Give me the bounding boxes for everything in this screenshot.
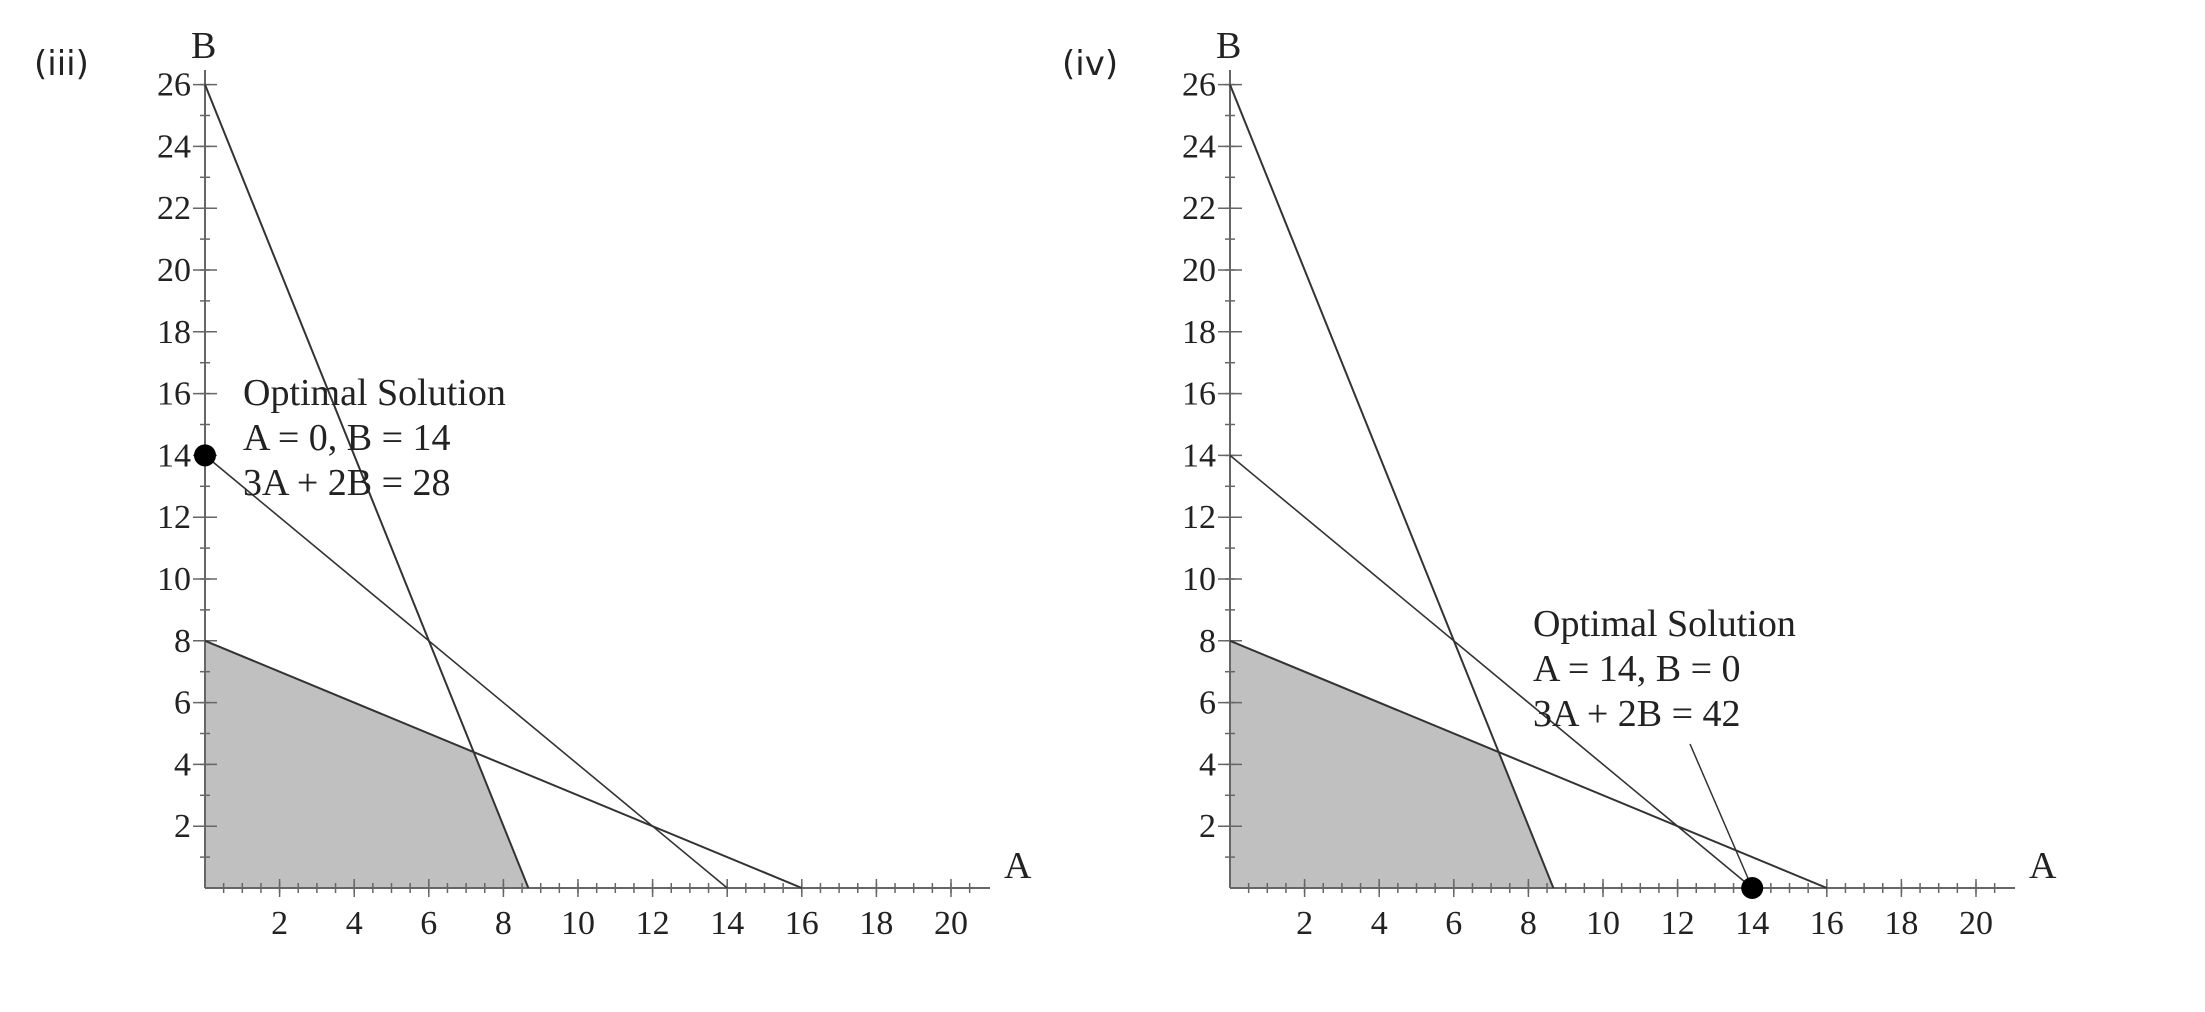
y-tick-label: 18 bbox=[1182, 314, 1216, 351]
y-axis-label: B bbox=[191, 25, 216, 67]
x-tick-label: 8 bbox=[1520, 905, 1537, 942]
y-tick-label: 16 bbox=[157, 376, 191, 413]
feasible-region bbox=[1230, 640, 1554, 888]
constraint-line bbox=[204, 639, 803, 889]
x-tick-label: 18 bbox=[1884, 905, 1918, 942]
y-tick-label: 2 bbox=[174, 808, 191, 845]
annotation-line: 3A + 2B = 28 bbox=[243, 462, 451, 504]
y-tick-label: 16 bbox=[1182, 376, 1216, 413]
annotation-line: A = 0, B = 14 bbox=[243, 417, 451, 459]
x-axis-label: A bbox=[1004, 845, 1032, 887]
y-tick-label: 18 bbox=[157, 314, 191, 351]
x-tick-label: 4 bbox=[346, 905, 363, 942]
y-tick-label: 22 bbox=[1182, 190, 1216, 227]
y-tick-label: 10 bbox=[157, 561, 191, 598]
y-tick-label: 6 bbox=[1199, 685, 1216, 722]
y-tick-label: 20 bbox=[157, 252, 191, 289]
x-axis-label: A bbox=[2029, 845, 2057, 887]
annotation-line: A = 14, B = 0 bbox=[1533, 648, 1741, 690]
x-tick-label: 16 bbox=[785, 905, 819, 942]
y-tick-label: 4 bbox=[1199, 746, 1216, 783]
x-tick-label: 12 bbox=[1661, 905, 1695, 942]
y-tick-label: 24 bbox=[157, 128, 191, 165]
y-tick-label: 26 bbox=[1182, 67, 1216, 104]
annotation-leader bbox=[1689, 743, 1753, 889]
y-tick-label: 8 bbox=[1199, 623, 1216, 660]
x-tick-label: 20 bbox=[1959, 905, 1993, 942]
objective-line bbox=[1229, 454, 1753, 889]
x-tick-label: 14 bbox=[710, 905, 744, 942]
chart-panel-iv: (iv) 2 4 6 8 10 12 14 16 18 20 2 4 6 8 10 12 14 16 18 20 22 2… bbox=[1025, 0, 2125, 1012]
y-tick-label: 10 bbox=[1182, 561, 1216, 598]
x-tick-label: 6 bbox=[1445, 905, 1462, 942]
y-tick-label: 4 bbox=[174, 746, 191, 783]
constraint-line bbox=[204, 84, 530, 889]
x-tick-label: 16 bbox=[1810, 905, 1844, 942]
y-tick-label: 12 bbox=[1182, 499, 1216, 536]
y-tick-label: 20 bbox=[1182, 252, 1216, 289]
y-tick-label: 24 bbox=[1182, 128, 1216, 165]
chart-svg: 2 4 6 8 10 12 14 16 18 202468101214161820222426AB… bbox=[157, 25, 1032, 942]
y-tick-label: 26 bbox=[157, 67, 191, 104]
constraint-line bbox=[1229, 84, 1555, 889]
x-tick-label: 2 bbox=[1296, 905, 1313, 942]
optimal-point bbox=[1741, 877, 1764, 899]
y-tick-label: 6 bbox=[174, 685, 191, 722]
panel-label: (iii) bbox=[34, 44, 89, 84]
y-tick-label: 8 bbox=[174, 623, 191, 660]
x-tick-label: 10 bbox=[561, 905, 595, 942]
y-tick-label: 14 bbox=[157, 437, 191, 474]
x-tick-label: 4 bbox=[1371, 905, 1388, 942]
y-axis-label: B bbox=[1216, 25, 1241, 67]
y-tick-label: 2 bbox=[1199, 808, 1216, 845]
annotation-line: 3A + 2B = 42 bbox=[1533, 693, 1741, 735]
x-tick-label: 2 bbox=[271, 905, 288, 942]
annotation-line: Optimal Solution bbox=[1533, 603, 1796, 645]
x-tick-label: 18 bbox=[859, 905, 893, 942]
y-tick-label: 22 bbox=[157, 190, 191, 227]
x-tick-label: 20 bbox=[934, 905, 968, 942]
optimal-point bbox=[194, 444, 216, 467]
feasible-region bbox=[205, 640, 529, 888]
annotation-line: Optimal Solution bbox=[243, 372, 506, 414]
x-tick-label: 14 bbox=[1735, 905, 1769, 942]
chart-svg: 2 4 6 8 10 12 14 16 18 202468101214161820222426AB… bbox=[1182, 25, 2057, 942]
x-tick-label: 12 bbox=[636, 905, 670, 942]
panel-label: (iv) bbox=[1062, 44, 1119, 84]
x-tick-label: 10 bbox=[1586, 905, 1620, 942]
y-tick-label: 12 bbox=[157, 499, 191, 536]
objective-line bbox=[204, 454, 728, 889]
x-tick-label: 8 bbox=[495, 905, 512, 942]
x-tick-label: 6 bbox=[420, 905, 437, 942]
y-tick-label: 14 bbox=[1182, 437, 1216, 474]
constraint-line bbox=[1229, 639, 1828, 889]
chart-panel-iii: (iii) 2 4 6 8 10 12 14 16 18 20 2 4 6 8 10 12 14 16 18 20 22… bbox=[0, 0, 1100, 1012]
